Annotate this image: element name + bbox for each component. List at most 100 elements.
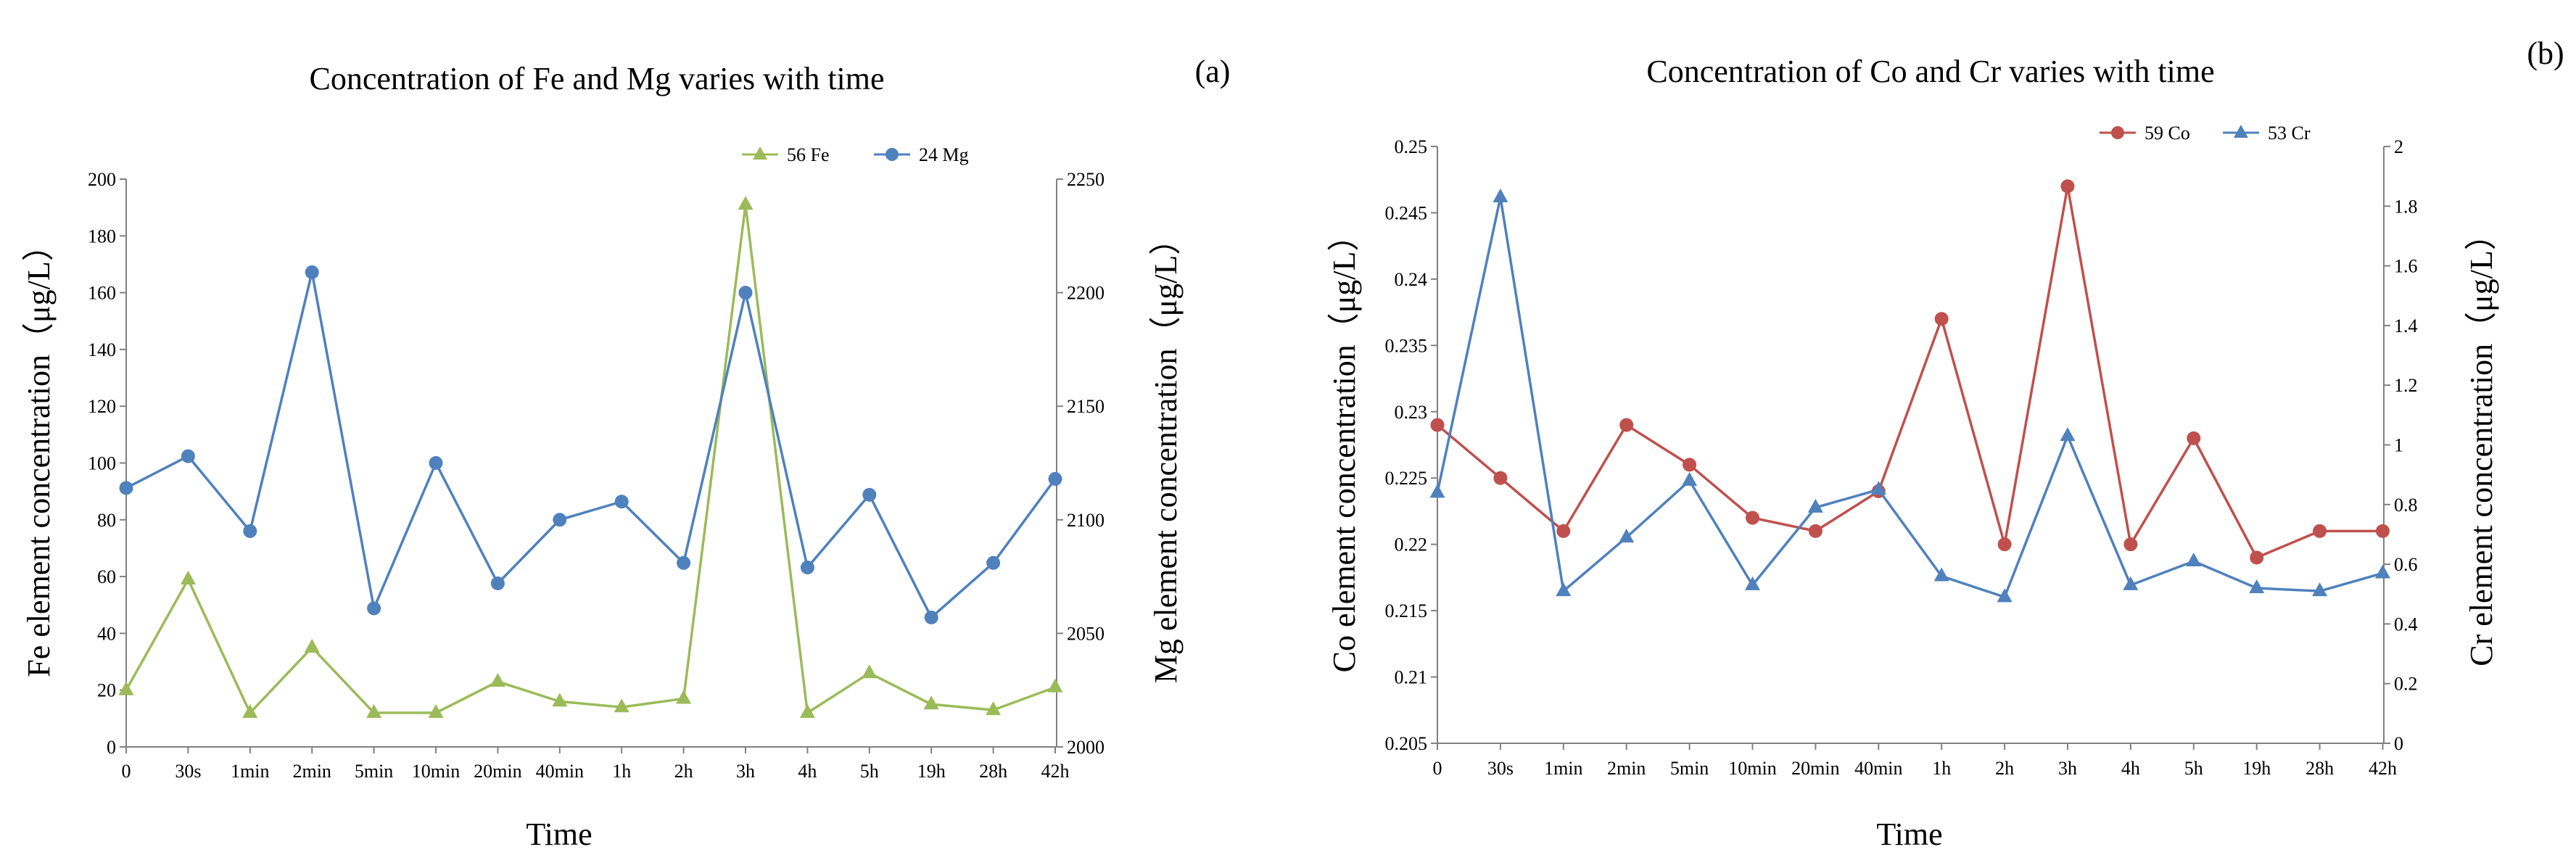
- right-tick-label: 1.4: [2394, 315, 2418, 336]
- x-tick-label: 4h: [798, 761, 817, 782]
- x-tick-label: 5h: [860, 761, 879, 782]
- data-point-59-co: [1746, 511, 1759, 525]
- data-point-56-fe: [923, 695, 939, 710]
- left-tick-label: 100: [88, 453, 116, 474]
- legend: 59 Co 53 Cr: [2100, 123, 2311, 144]
- left-tick-label: 0.25: [1395, 136, 1428, 157]
- data-point-59-co: [1683, 458, 1697, 472]
- left-tick-label: 0.205: [1385, 733, 1428, 754]
- left-tick-label: 0.215: [1385, 600, 1428, 621]
- panel-label: (a): [1195, 54, 1231, 89]
- data-point-53-cr: [2060, 427, 2076, 442]
- data-point-53-cr: [1493, 188, 1508, 202]
- legend-label: 59 Co: [2144, 123, 2190, 144]
- legend-label: 24 Mg: [919, 144, 969, 165]
- data-point-53-cr: [2123, 576, 2139, 590]
- tick-layer: 0 20 40 60 80 100 120 140 160 180 200 2000 2050 2100 2…: [88, 169, 1105, 782]
- right-tick-label: 2200: [1067, 283, 1105, 304]
- data-point-59-co: [2313, 524, 2327, 538]
- data-point-59-co: [1934, 312, 1949, 326]
- x-tick-label: 0: [1433, 758, 1442, 779]
- tick-layer: 0.2050.210.2150.220.2250.230.2350.240.24…: [1385, 136, 2418, 779]
- data-point-59-co: [2250, 550, 2264, 565]
- x-tick-label: 2h: [1995, 758, 2014, 779]
- data-point-24-mg: [614, 495, 629, 509]
- right-tick-label: 0: [2394, 733, 2403, 754]
- right-tick-label: 2000: [1067, 737, 1105, 758]
- legend-label: 53 Cr: [2268, 123, 2311, 144]
- data-point-53-cr: [1997, 588, 2012, 603]
- data-point-24-mg: [119, 481, 133, 495]
- data-point-53-cr: [1682, 471, 1698, 486]
- data-point-59-co: [1430, 418, 1445, 432]
- data-point-59-co: [1997, 537, 2012, 552]
- legend-label: 56 Fe: [787, 144, 830, 165]
- data-point-53-cr: [1619, 529, 1635, 543]
- chart-panel-b: Concentration of Co and Cr varies with t…: [1326, 36, 2564, 852]
- right-tick-label: 2100: [1067, 510, 1105, 531]
- data-point-59-co: [2060, 179, 2075, 194]
- right-tick-label: 0.8: [2394, 495, 2418, 516]
- data-point-59-co: [2376, 524, 2390, 538]
- x-tick-label: 3h: [2058, 758, 2077, 779]
- left-tick-label: 0: [107, 737, 116, 758]
- left-tick-label: 80: [97, 510, 116, 531]
- right-axis-title: Cr element concentration（μg/L）: [2464, 218, 2499, 666]
- series-line-59-co: [1436, 185, 2383, 559]
- right-tick-label: 1.8: [2394, 196, 2418, 217]
- data-point-53-cr: [1429, 484, 1445, 498]
- x-tick-label: 5h: [2184, 758, 2203, 779]
- right-tick-label: 1: [2394, 435, 2403, 456]
- x-tick-label: 1h: [1932, 758, 1951, 779]
- right-tick-label: 0.6: [2394, 554, 2418, 575]
- x-tick-label: 0: [122, 761, 131, 782]
- chart-panel-a: Concentration of Fe and Mg varies with t…: [21, 54, 1230, 852]
- x-tick-label: 42h: [1041, 761, 1070, 782]
- data-point-53-cr: [2375, 564, 2390, 579]
- chart-title: Concentration of Fe and Mg varies with t…: [309, 61, 884, 96]
- data-point-24-mg: [800, 561, 814, 575]
- x-tick-label: 10min: [412, 761, 460, 782]
- x-tick-label: 3h: [736, 761, 755, 782]
- x-tick-label: 1min: [231, 761, 269, 782]
- x-tick-label: 5min: [355, 761, 393, 782]
- data-point-24-mg: [490, 576, 505, 590]
- left-tick-label: 0.24: [1395, 269, 1428, 290]
- right-tick-label: 1.2: [2394, 375, 2418, 396]
- x-tick-label: 1min: [1544, 758, 1582, 779]
- x-tick-label: 10min: [1728, 758, 1776, 779]
- data-point-24-mg: [243, 524, 257, 538]
- right-tick-label: 2250: [1067, 169, 1105, 190]
- data-point-24-mg: [1048, 471, 1062, 486]
- data-point-24-mg: [305, 265, 319, 279]
- right-tick-label: 0.4: [2394, 613, 2418, 635]
- triangle-marker-icon: [2234, 125, 2248, 138]
- x-tick-label: 40min: [536, 761, 584, 782]
- data-point-56-fe: [552, 693, 568, 707]
- data-point-24-mg: [429, 456, 443, 470]
- data-point-24-mg: [553, 513, 567, 527]
- left-axis-title: Co element concentration（μg/L）: [1326, 220, 1362, 673]
- data-point-53-cr: [1933, 567, 1949, 582]
- triangle-marker-icon: [753, 146, 767, 160]
- right-tick-label: 2: [2394, 136, 2403, 157]
- data-point-24-mg: [677, 555, 691, 570]
- left-axis-title: Fe element concentration（μg/L）: [21, 229, 57, 677]
- left-tick-label: 120: [88, 396, 116, 417]
- data-point-24-mg: [862, 487, 877, 502]
- x-tick-label: 5min: [1670, 758, 1709, 779]
- right-tick-label: 1.6: [2394, 256, 2418, 277]
- data-point-24-mg: [924, 610, 938, 624]
- circle-marker-icon: [886, 148, 899, 161]
- left-tick-label: 0.245: [1385, 202, 1428, 223]
- data-point-53-cr: [1807, 498, 1823, 513]
- data-point-24-mg: [738, 286, 753, 300]
- left-tick-label: 40: [97, 623, 116, 644]
- x-axis-title: Time: [1876, 817, 1942, 852]
- left-tick-label: 140: [88, 339, 116, 360]
- data-point-24-mg: [986, 555, 1001, 570]
- data-point-59-co: [1556, 524, 1571, 538]
- left-tick-label: 0.23: [1395, 402, 1428, 423]
- right-tick-label: 0.2: [2394, 674, 2418, 695]
